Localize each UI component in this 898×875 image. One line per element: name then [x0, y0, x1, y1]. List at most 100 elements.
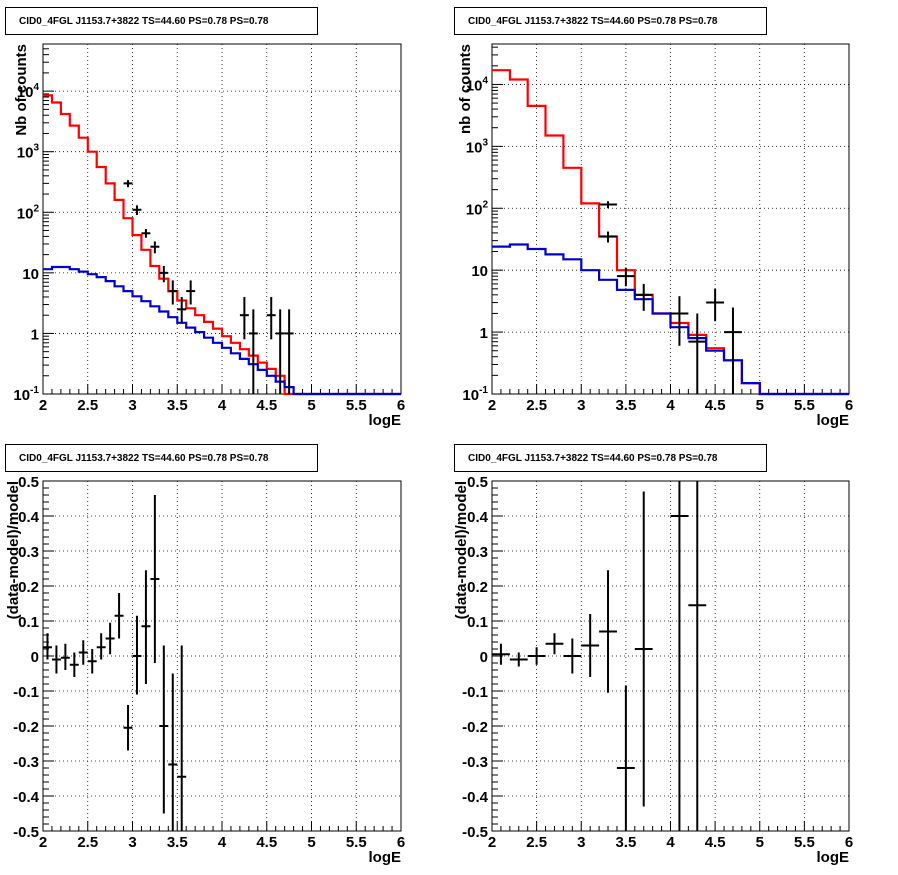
x-tick-label: 3.5 — [167, 397, 188, 414]
data-point — [96, 633, 106, 660]
x-tick-label: 5 — [307, 834, 315, 851]
data-point — [159, 265, 169, 283]
x-tick-label: 3 — [577, 397, 585, 414]
x-tick-label: 5.5 — [346, 834, 367, 851]
y-tick-label: 103 — [466, 137, 489, 156]
chart-panel-1: CID0_4FGL J1153.7+3822 TS=44.60 PS=0.78 … — [5, 7, 405, 429]
y-tick-label: 103 — [17, 143, 40, 162]
chart-title: CID0_4FGL J1153.7+3822 TS=44.60 PS=0.78 … — [468, 453, 718, 464]
y-tick-label: 0.5 — [467, 474, 488, 491]
y-tick-label: 0.2 — [467, 579, 488, 596]
data-point — [60, 643, 70, 670]
x-tick-label: 3 — [128, 834, 136, 851]
y-tick-label: 0.4 — [18, 509, 40, 526]
data-point — [159, 645, 169, 814]
data-point — [132, 205, 142, 216]
x-axis-title: logE — [369, 412, 402, 429]
y-tick-label: 104 — [466, 75, 489, 94]
y-tick-label: 0 — [31, 649, 39, 666]
data-point — [634, 491, 653, 807]
x-axis-title: logE — [817, 849, 850, 866]
data-point — [545, 633, 564, 655]
title-box — [454, 444, 767, 472]
y-tick-label: 0.2 — [18, 579, 39, 596]
y-tick-label: 102 — [466, 199, 489, 218]
data-point — [114, 593, 124, 639]
data-point — [688, 481, 707, 831]
y-tick-label: -0.1 — [13, 684, 39, 701]
y-tick-label: 0.5 — [18, 474, 39, 491]
x-tick-label: 5 — [307, 397, 315, 414]
chart-panel-4: CID0_4FGL J1153.7+3822 TS=44.60 PS=0.78 … — [453, 444, 853, 866]
grid — [43, 481, 401, 831]
y-tick-label: 0.3 — [18, 544, 39, 561]
data-point — [527, 647, 546, 665]
x-tick-label: 3.5 — [615, 834, 636, 851]
data-point — [724, 307, 742, 394]
data-point — [616, 267, 635, 287]
x-tick-label: 4 — [666, 397, 675, 414]
data-points — [123, 180, 294, 394]
y-tick-label: -0.1 — [462, 684, 488, 701]
y-tick-label: 1 — [480, 325, 488, 342]
x-tick-label: 2.5 — [77, 397, 98, 414]
x-tick-label: 2 — [488, 834, 496, 851]
data-point — [123, 705, 133, 751]
y-tick-label: 0.4 — [467, 509, 489, 526]
title-box — [5, 7, 318, 35]
data-point — [132, 615, 142, 695]
data-point — [509, 652, 528, 667]
y-tick-label: -0.4 — [462, 789, 489, 806]
data-point — [492, 643, 510, 665]
data-points — [492, 481, 707, 831]
model-background-line — [492, 243, 849, 396]
x-tick-label: 4.5 — [705, 834, 726, 851]
data-point — [51, 645, 61, 674]
x-tick-label: 2.5 — [77, 834, 98, 851]
y-tick-label: -0.3 — [462, 754, 488, 771]
y-tick-label: 0.3 — [467, 544, 488, 561]
chart-title: CID0_4FGL J1153.7+3822 TS=44.60 PS=0.78 … — [19, 16, 269, 27]
data-point — [581, 614, 600, 677]
y-tick-label: 102 — [17, 203, 40, 222]
x-axis-title: logE — [369, 849, 402, 866]
y-tick-label: 10 — [471, 263, 488, 280]
data-points — [43, 495, 187, 831]
x-tick-label: 4.5 — [705, 397, 726, 414]
x-tick-label: 6 — [397, 834, 405, 851]
x-tick-label: 5.5 — [794, 834, 815, 851]
x-tick-label: 4 — [218, 834, 227, 851]
data-point — [141, 570, 151, 684]
y-tick-label: 104 — [17, 82, 40, 101]
x-tick-label: 2 — [39, 834, 47, 851]
y-tick-label: 10 — [22, 266, 39, 283]
y-tick-label: -0.4 — [13, 789, 40, 806]
chart-panel-3: CID0_4FGL J1153.7+3822 TS=44.60 PS=0.78 … — [5, 444, 405, 866]
data-point — [284, 309, 294, 394]
data-point — [670, 481, 689, 831]
y-tick-label: -0.3 — [13, 754, 39, 771]
data-point — [248, 309, 258, 394]
y-axis: -0.5 -0.4 -0.3 -0.2 -0.1 0 0.1 0.2 0.3 0.4 0.5(dat… — [453, 474, 503, 841]
x-tick-label: 4 — [666, 834, 675, 851]
y-tick-label: 0 — [480, 649, 488, 666]
y-tick-label: 1 — [31, 326, 39, 343]
x-axis-title: logE — [817, 412, 850, 429]
x-tick-label: 4 — [218, 397, 227, 414]
data-point — [688, 313, 707, 394]
data-point — [43, 633, 52, 660]
data-point — [177, 645, 187, 831]
y-tick-label: -0.2 — [13, 719, 39, 736]
data-point — [105, 622, 115, 655]
y-axis-title: nb of counts — [457, 44, 474, 134]
x-tick-label: 5 — [756, 834, 764, 851]
x-tick-label: 2.5 — [526, 397, 547, 414]
x-tick-label: 4.5 — [256, 834, 277, 851]
data-point — [599, 231, 617, 243]
x-tick-label: 5 — [756, 397, 764, 414]
y-axis-title: Nb of counts — [13, 44, 30, 136]
data-point — [706, 288, 725, 322]
